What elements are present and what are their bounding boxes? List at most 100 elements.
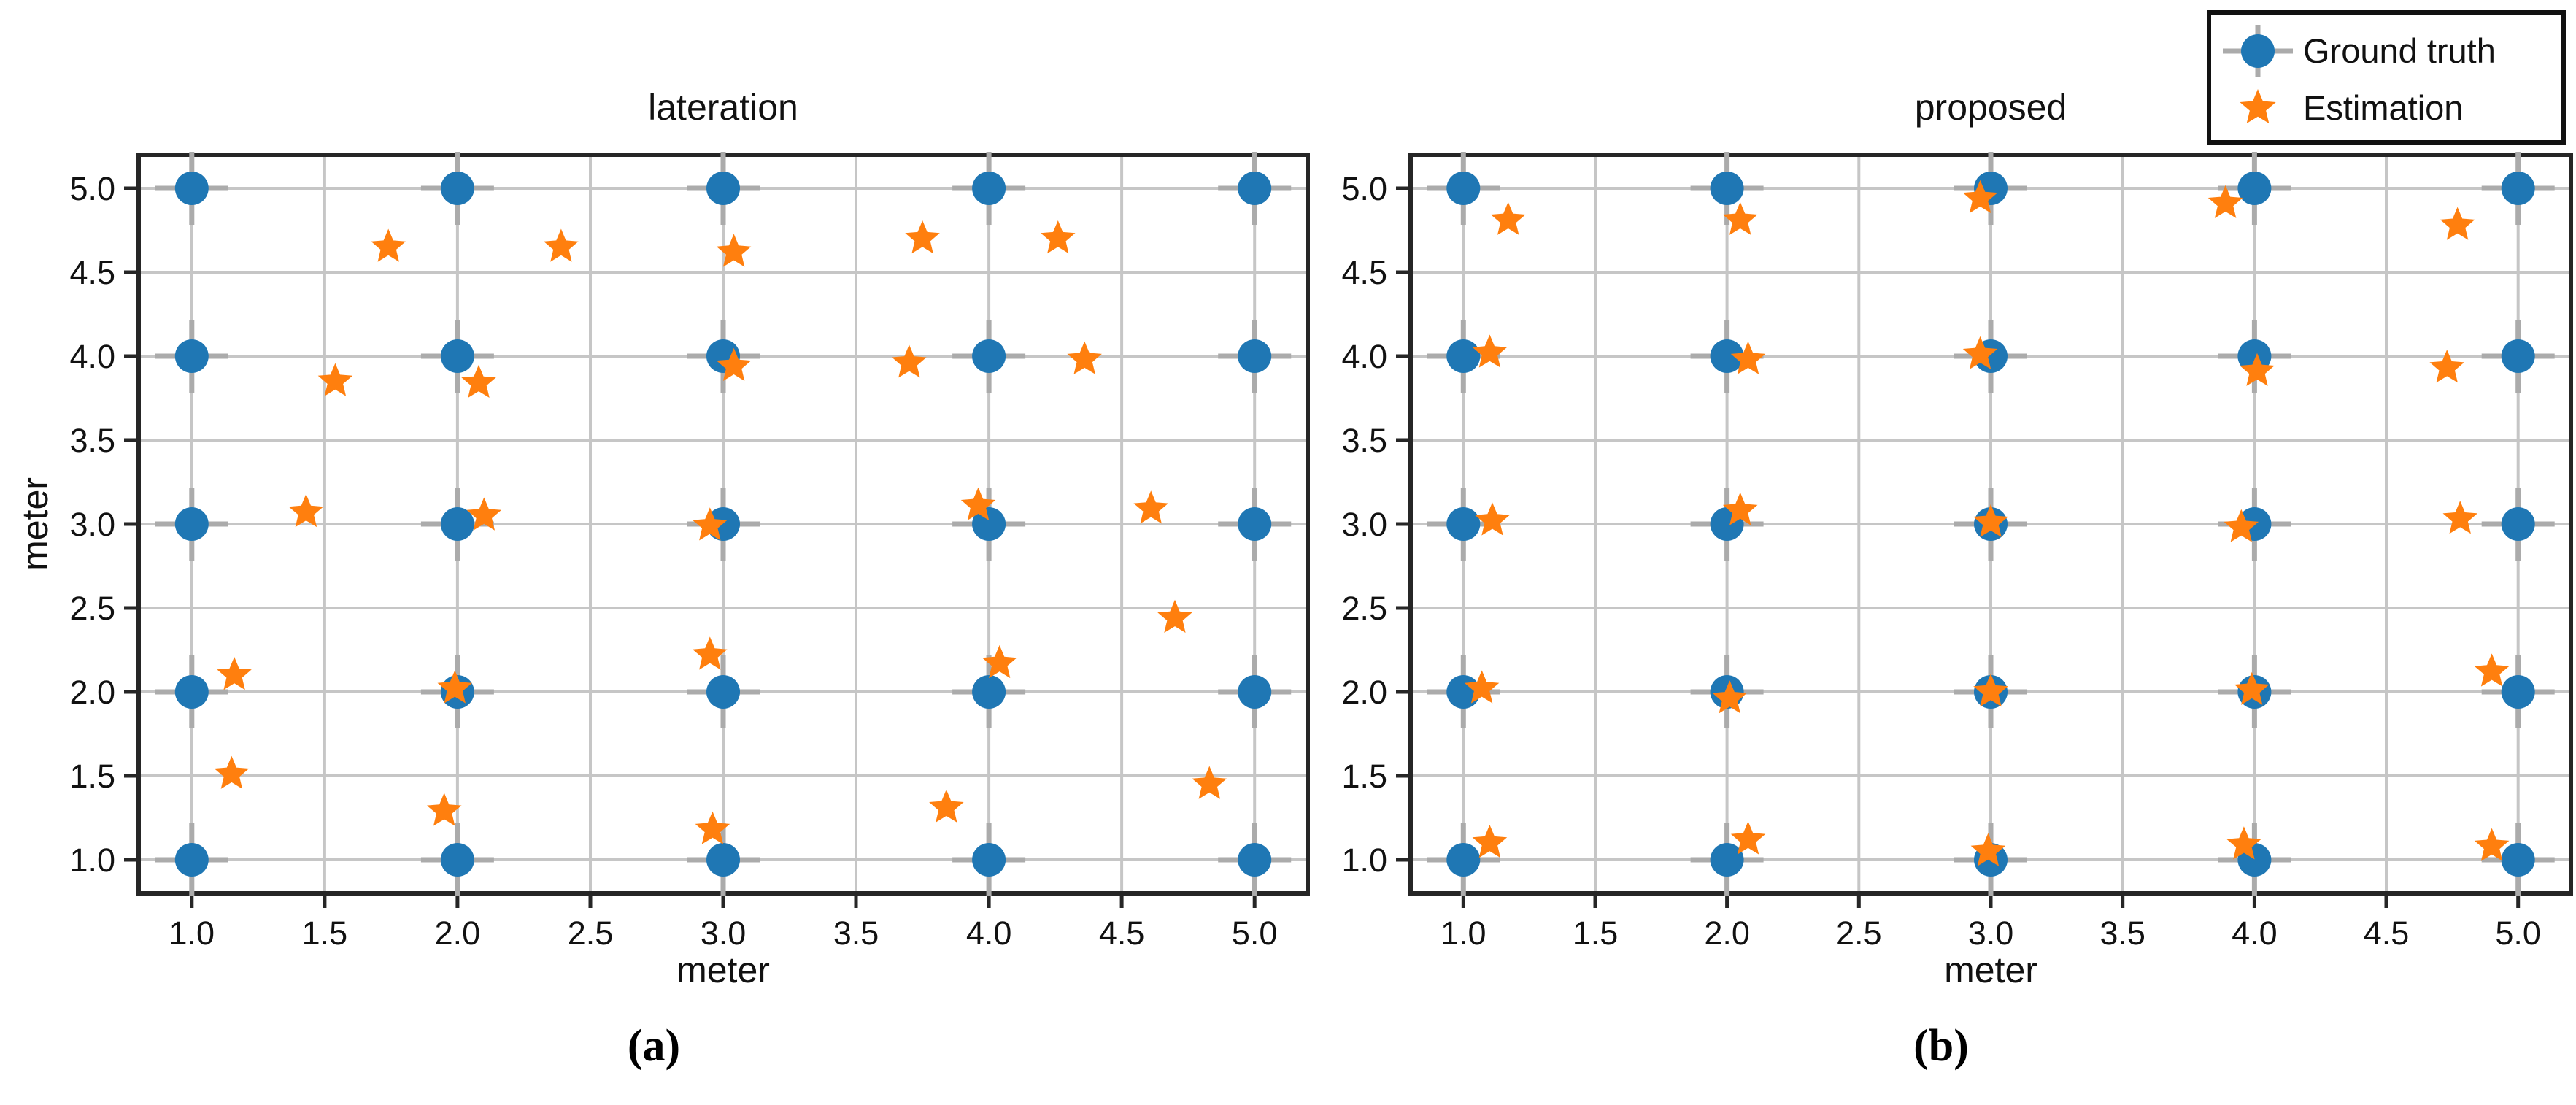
estimation-marker — [1472, 825, 1508, 858]
ground-truth-marker — [2481, 655, 2555, 728]
ground-truth-marker — [687, 655, 760, 728]
y-tick-label: 3.5 — [1341, 422, 1387, 459]
estimation-marker — [2442, 501, 2477, 534]
x-tick-label: 4.5 — [1099, 915, 1145, 952]
estimation-marker — [1157, 599, 1192, 633]
estimation-marker — [2429, 350, 2464, 383]
estimation-marker — [1962, 180, 1998, 213]
ground-truth-marker — [2218, 152, 2291, 225]
estimation-marker — [544, 228, 579, 262]
ground-truth-marker — [2218, 823, 2291, 896]
y-tick-label: 1.0 — [1341, 842, 1387, 879]
estimation-marker — [1712, 680, 1747, 714]
ground-truth-marker — [2481, 823, 2555, 896]
x-tick-label: 4.0 — [966, 915, 1012, 952]
y-tick-label: 5.0 — [69, 170, 115, 207]
estimation-marker — [982, 644, 1017, 679]
estimation-marker — [217, 657, 252, 690]
estimation-marker — [371, 228, 406, 262]
estimation-marker — [2440, 207, 2475, 240]
y-tick-label: 1.5 — [69, 758, 115, 795]
x-tick-label: 1.0 — [1441, 915, 1486, 952]
ground-truth-marker — [1218, 320, 1292, 393]
ground-truth-marker — [1690, 152, 1764, 225]
x-tick-label: 1.5 — [302, 915, 348, 952]
estimation-marker — [1962, 336, 1998, 369]
ground-truth-marker — [420, 320, 494, 393]
x-tick-label: 5.0 — [1232, 915, 1278, 952]
ground-truth-marker — [420, 152, 494, 225]
estimation-marker — [1730, 821, 1766, 855]
estimation-marker — [695, 811, 730, 844]
estimation-marker — [716, 234, 752, 267]
ground-truth-marker — [420, 823, 494, 896]
estimation-marker — [214, 755, 250, 789]
estimation-marker — [1133, 490, 1168, 524]
y-tick-label: 3.0 — [1341, 506, 1387, 543]
subfigure-caption-a: (a) — [627, 1021, 681, 1071]
ground-truth-marker — [1690, 488, 1764, 561]
ground-truth-marker — [2481, 152, 2555, 225]
legend-item-estimation: Estimation — [2220, 86, 2554, 130]
estimation-marker — [426, 793, 462, 826]
ground-truth-marker — [952, 823, 1026, 896]
estimation-marker — [905, 220, 940, 254]
ground-truth-marker — [1427, 152, 1500, 225]
y-tick-label: 4.0 — [69, 338, 115, 375]
estimation-marker — [2474, 653, 2510, 687]
estimation-marker — [1472, 334, 1508, 368]
y-axis-label-left: meter — [15, 477, 55, 571]
estimation-marker — [288, 493, 324, 528]
estimation-marker — [1730, 341, 1766, 374]
estimation-marker — [2226, 826, 2261, 860]
legend-item-ground-truth: Ground truth — [2220, 23, 2554, 79]
ground-truth-marker — [687, 320, 760, 393]
estimation-marker — [2224, 509, 2259, 542]
estimation-marker — [1722, 492, 1758, 525]
plot-title-lateration: lateration — [648, 87, 798, 128]
x-tick-label: 4.5 — [2364, 915, 2410, 952]
estimation-marker — [1973, 674, 2008, 707]
legend: Ground truth Estimation — [2207, 10, 2566, 145]
y-tick-label: 2.0 — [69, 674, 115, 711]
estimation-marker — [2207, 185, 2243, 218]
ground-truth-marker — [1218, 488, 1292, 561]
legend-label-ground-truth: Ground truth — [2303, 31, 2496, 71]
estimation-marker — [1973, 504, 2008, 537]
estimation-marker — [1722, 201, 1758, 235]
y-tick-label: 3.0 — [69, 506, 115, 543]
ground-truth-marker — [1218, 823, 1292, 896]
ground-truth-marker — [952, 655, 1026, 728]
y-tick-label: 4.0 — [1341, 338, 1387, 375]
estimation-marker — [716, 347, 752, 381]
y-tick-label: 2.0 — [1341, 674, 1387, 711]
estimation-marker — [2234, 671, 2270, 705]
x-tick-label: 3.5 — [2099, 915, 2145, 952]
ground-truth-marker — [2218, 320, 2291, 393]
ground-truth-marker — [2481, 320, 2555, 393]
ground-truth-marker — [1954, 152, 2027, 225]
ground-truth-marker — [952, 320, 1026, 393]
x-tick-label: 3.5 — [833, 915, 879, 952]
estimation-marker — [461, 364, 496, 398]
estimation-marker — [693, 507, 728, 541]
x-tick-label: 5.0 — [2495, 915, 2541, 952]
estimation-marker — [2474, 828, 2510, 861]
ground-truth-marker — [952, 152, 1026, 225]
estimation-marker — [1041, 220, 1076, 254]
ground-truth-marker — [687, 823, 760, 896]
x-tick-label: 1.0 — [169, 915, 215, 952]
estimation-marker — [466, 497, 502, 531]
estimation-marker — [1192, 766, 1227, 799]
estimation-marker — [437, 670, 472, 704]
ground-truth-marker — [1954, 320, 2027, 393]
estimation-marker — [1464, 670, 1500, 704]
estimation-star-icon — [2240, 89, 2276, 123]
estimation-marker — [960, 487, 996, 520]
ground-truth-marker — [1218, 152, 1292, 225]
ground-truth-marker — [155, 823, 228, 896]
y-tick-label: 1.5 — [1341, 758, 1387, 795]
y-tick-label: 5.0 — [1341, 170, 1387, 207]
